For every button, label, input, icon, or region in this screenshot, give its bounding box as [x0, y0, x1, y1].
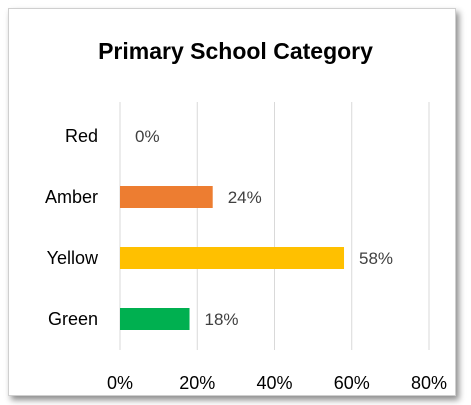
data-label-red: 0% [135, 127, 160, 146]
x-tick-label: 0% [107, 373, 133, 393]
x-axis-tick-labels: 0% 20% 40% 60% 80% [107, 373, 447, 393]
chart-frame [8, 8, 456, 396]
category-label-amber: Amber [45, 187, 98, 207]
category-labels: Red Amber Yellow Green [45, 126, 99, 329]
data-label-green: 18% [205, 310, 239, 329]
data-label-yellow: 58% [359, 249, 393, 268]
x-tick-label: 60% [334, 373, 370, 393]
bar-green [120, 308, 190, 330]
category-label-green: Green [48, 309, 98, 329]
data-label-amber: 24% [228, 188, 262, 207]
category-label-red: Red [65, 126, 98, 146]
category-label-yellow: Yellow [47, 248, 99, 268]
chart-title: Primary School Category [98, 38, 373, 64]
bar-yellow [120, 247, 345, 269]
x-tick-label: 80% [411, 373, 447, 393]
bars [120, 186, 345, 330]
gridlines [119, 102, 430, 350]
bar-amber [120, 186, 213, 208]
x-tick-label: 40% [256, 373, 292, 393]
data-labels: 0% 24% 58% 18% [135, 127, 393, 329]
x-tick-label: 20% [179, 373, 215, 393]
